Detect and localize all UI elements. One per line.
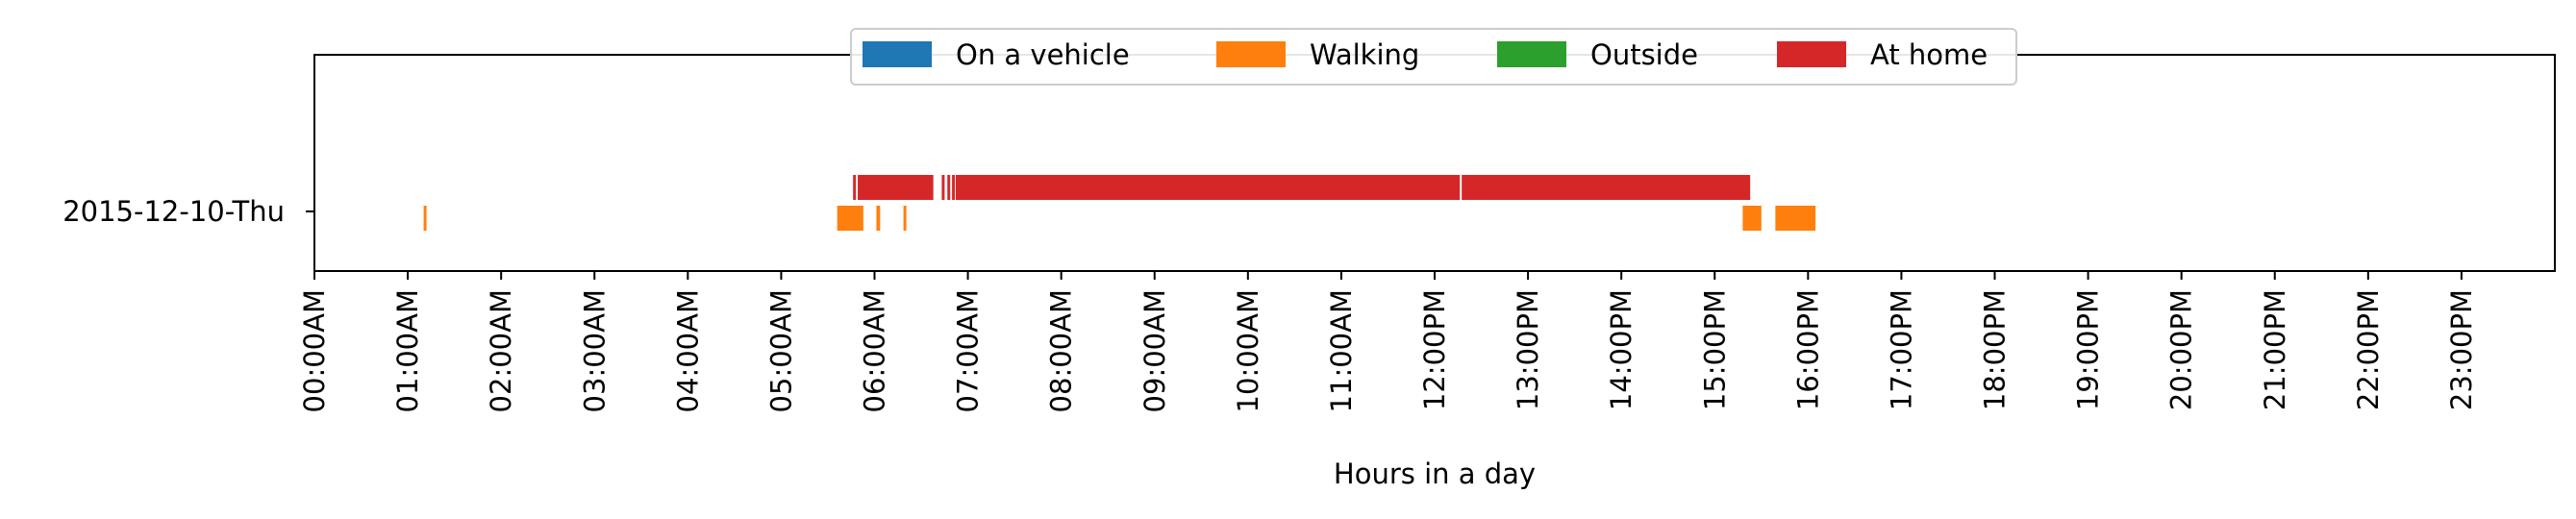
legend-swatch-at-home bbox=[1777, 41, 1846, 67]
x-tick-label: 16:00PM bbox=[1791, 289, 1824, 410]
legend-label-at-home: At home bbox=[1870, 38, 1988, 71]
x-tick-label: 08:00AM bbox=[1045, 289, 1078, 412]
x-tick-label: 18:00PM bbox=[1979, 289, 2012, 410]
x-tick-label: 04:00AM bbox=[671, 289, 704, 412]
legend-label-outside: Outside bbox=[1590, 38, 1698, 71]
legend: On a vehicle Walking Outside At home bbox=[850, 28, 2017, 86]
at-home-segment bbox=[941, 175, 945, 200]
x-tick-label: 05:00AM bbox=[764, 289, 797, 412]
walking-segment bbox=[1742, 206, 1762, 231]
walking-segment bbox=[837, 206, 863, 231]
at-home-segment bbox=[955, 175, 1461, 200]
x-tick-label: 23:00PM bbox=[2445, 289, 2478, 410]
legend-label-walking: Walking bbox=[1310, 38, 1419, 71]
walking-segment bbox=[1775, 206, 1816, 231]
walking-segment bbox=[423, 206, 427, 231]
x-axis: 00:00AM 01:00AM 02:00AM 03:00AM 04:00AM 05:00… bbox=[298, 271, 2478, 412]
x-tick-label: 09:00AM bbox=[1138, 289, 1171, 412]
legend-label-on-a-vehicle: On a vehicle bbox=[956, 38, 1130, 71]
x-tick-label: 10:00AM bbox=[1232, 289, 1264, 412]
legend-swatch-walking bbox=[1216, 41, 1286, 67]
x-tick-label: 15:00PM bbox=[1698, 289, 1731, 410]
activity-bars bbox=[423, 175, 1816, 231]
at-home-segment bbox=[952, 175, 956, 200]
x-tick-label: 22:00PM bbox=[2352, 289, 2385, 410]
x-tick-label: 13:00PM bbox=[1512, 289, 1544, 410]
x-tick-label: 21:00PM bbox=[2259, 289, 2291, 410]
at-home-segment bbox=[858, 175, 934, 200]
legend-swatch-outside bbox=[1497, 41, 1566, 67]
walking-segment bbox=[903, 206, 907, 231]
x-tick-label: 06:00AM bbox=[859, 289, 891, 412]
x-tick-label: 03:00AM bbox=[578, 289, 611, 412]
x-tick-label: 00:00AM bbox=[298, 289, 331, 412]
x-tick-label: 14:00PM bbox=[1605, 289, 1638, 410]
y-axis: 2015-12-10-Thu bbox=[63, 195, 314, 228]
x-tick-label: 11:00AM bbox=[1325, 289, 1358, 412]
y-tick-label: 2015-12-10-Thu bbox=[63, 195, 285, 228]
at-home-segment bbox=[853, 175, 857, 200]
x-tick-label: 07:00AM bbox=[952, 289, 985, 412]
legend-box bbox=[850, 28, 2017, 86]
x-tick-label: 17:00PM bbox=[1885, 289, 1917, 410]
x-tick-label: 02:00AM bbox=[485, 289, 517, 412]
legend-swatch-on-a-vehicle bbox=[863, 41, 932, 67]
at-home-segment bbox=[1462, 175, 1751, 200]
plot-area-frame bbox=[313, 54, 2556, 272]
x-tick-label: 12:00PM bbox=[1418, 289, 1451, 410]
walking-segment bbox=[876, 206, 881, 231]
at-home-segment bbox=[947, 175, 951, 200]
x-tick-label: 20:00PM bbox=[2165, 289, 2198, 410]
x-tick-label: 19:00PM bbox=[2072, 289, 2105, 410]
x-axis-label: Hours in a day bbox=[1334, 457, 1536, 490]
x-tick-label: 01:00AM bbox=[391, 289, 424, 412]
